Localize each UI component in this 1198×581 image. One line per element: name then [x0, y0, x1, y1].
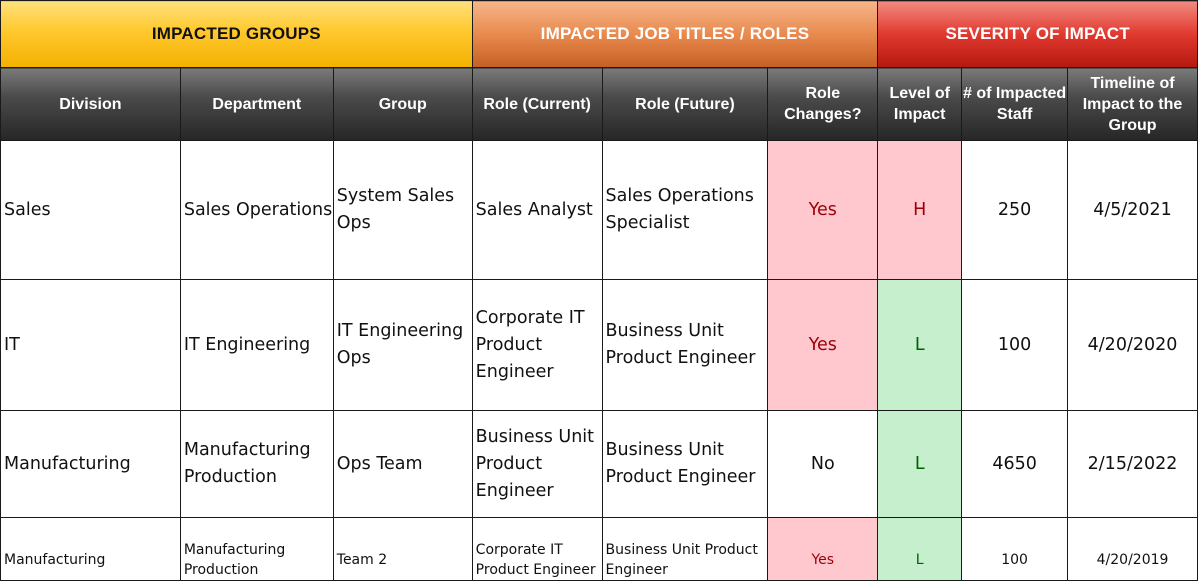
cell-impacted-staff[interactable]: 4650: [961, 410, 1069, 518]
cell-group[interactable]: Ops Team: [332, 410, 473, 518]
col-header-role-future[interactable]: Role (Future): [601, 67, 769, 141]
cell-timeline[interactable]: 4/20/2019: [1067, 517, 1198, 581]
col-header-impacted-staff[interactable]: # of Impacted Staff: [961, 67, 1069, 141]
cell-group[interactable]: IT Engineering Ops: [332, 279, 473, 411]
cell-division[interactable]: IT: [0, 279, 181, 411]
cell-division[interactable]: Manufacturing: [0, 410, 181, 518]
cell-impacted-staff[interactable]: 250: [961, 140, 1069, 280]
cell-role-future[interactable]: Business Unit Product Engineer: [601, 410, 769, 518]
cell-impacted-staff[interactable]: 100: [961, 279, 1069, 411]
cell-division[interactable]: Sales: [0, 140, 181, 280]
col-header-level-of-impact[interactable]: Level of Impact: [877, 67, 963, 141]
cell-department[interactable]: Manufacturing Production: [179, 517, 334, 581]
col-header-department[interactable]: Department: [179, 67, 334, 141]
cell-role-changes[interactable]: Yes: [767, 140, 879, 280]
col-header-division[interactable]: Division: [0, 67, 181, 141]
cell-timeline[interactable]: 2/15/2022: [1067, 410, 1198, 518]
cell-group[interactable]: Team 2: [332, 517, 473, 581]
col-header-timeline[interactable]: Timeline of Impact to the Group: [1067, 67, 1198, 141]
col-header-role-current[interactable]: Role (Current): [471, 67, 603, 141]
cell-level-of-impact[interactable]: L: [877, 410, 963, 518]
col-header-role-changes[interactable]: Role Changes?: [767, 67, 879, 141]
cell-role-future[interactable]: Sales Operations Specialist: [601, 140, 769, 280]
cell-role-changes[interactable]: Yes: [767, 517, 879, 581]
impacted-roles-header[interactable]: IMPACTED JOB TITLES / ROLES: [471, 0, 879, 68]
cell-timeline[interactable]: 4/5/2021: [1067, 140, 1198, 280]
cell-department[interactable]: Manufacturing Production: [179, 410, 334, 518]
severity-header[interactable]: SEVERITY OF IMPACT: [877, 0, 1198, 68]
cell-role-current[interactable]: Corporate IT Product Engineer: [471, 279, 603, 411]
col-header-group[interactable]: Group: [332, 67, 473, 141]
cell-division[interactable]: Manufacturing: [0, 517, 181, 581]
cell-role-current[interactable]: Business Unit Product Engineer: [471, 410, 603, 518]
table-row: Sales Sales Operations System Sales Ops …: [0, 140, 1198, 280]
table-row: IT IT Engineering IT Engineering Ops Cor…: [0, 279, 1198, 411]
cell-role-future[interactable]: Business Unit Product Engineer: [601, 279, 769, 411]
cell-role-current[interactable]: Sales Analyst: [471, 140, 603, 280]
cell-group[interactable]: System Sales Ops: [332, 140, 473, 280]
table-row: Manufacturing Manufacturing Production O…: [0, 410, 1198, 518]
impacted-groups-header[interactable]: IMPACTED GROUPS: [0, 0, 473, 68]
cell-role-changes[interactable]: Yes: [767, 279, 879, 411]
cell-level-of-impact[interactable]: L: [877, 517, 963, 581]
cell-role-changes[interactable]: No: [767, 410, 879, 518]
cell-timeline[interactable]: 4/20/2020: [1067, 279, 1198, 411]
cell-role-future[interactable]: Business Unit Product Engineer: [601, 517, 769, 581]
cell-department[interactable]: IT Engineering: [179, 279, 334, 411]
cell-level-of-impact[interactable]: H: [877, 140, 963, 280]
cell-department[interactable]: Sales Operations: [179, 140, 334, 280]
table-row: Manufacturing Manufacturing Production T…: [0, 517, 1198, 581]
cell-impacted-staff[interactable]: 100: [961, 517, 1069, 581]
cell-role-current[interactable]: Corporate IT Product Engineer: [471, 517, 603, 581]
cell-level-of-impact[interactable]: L: [877, 279, 963, 411]
